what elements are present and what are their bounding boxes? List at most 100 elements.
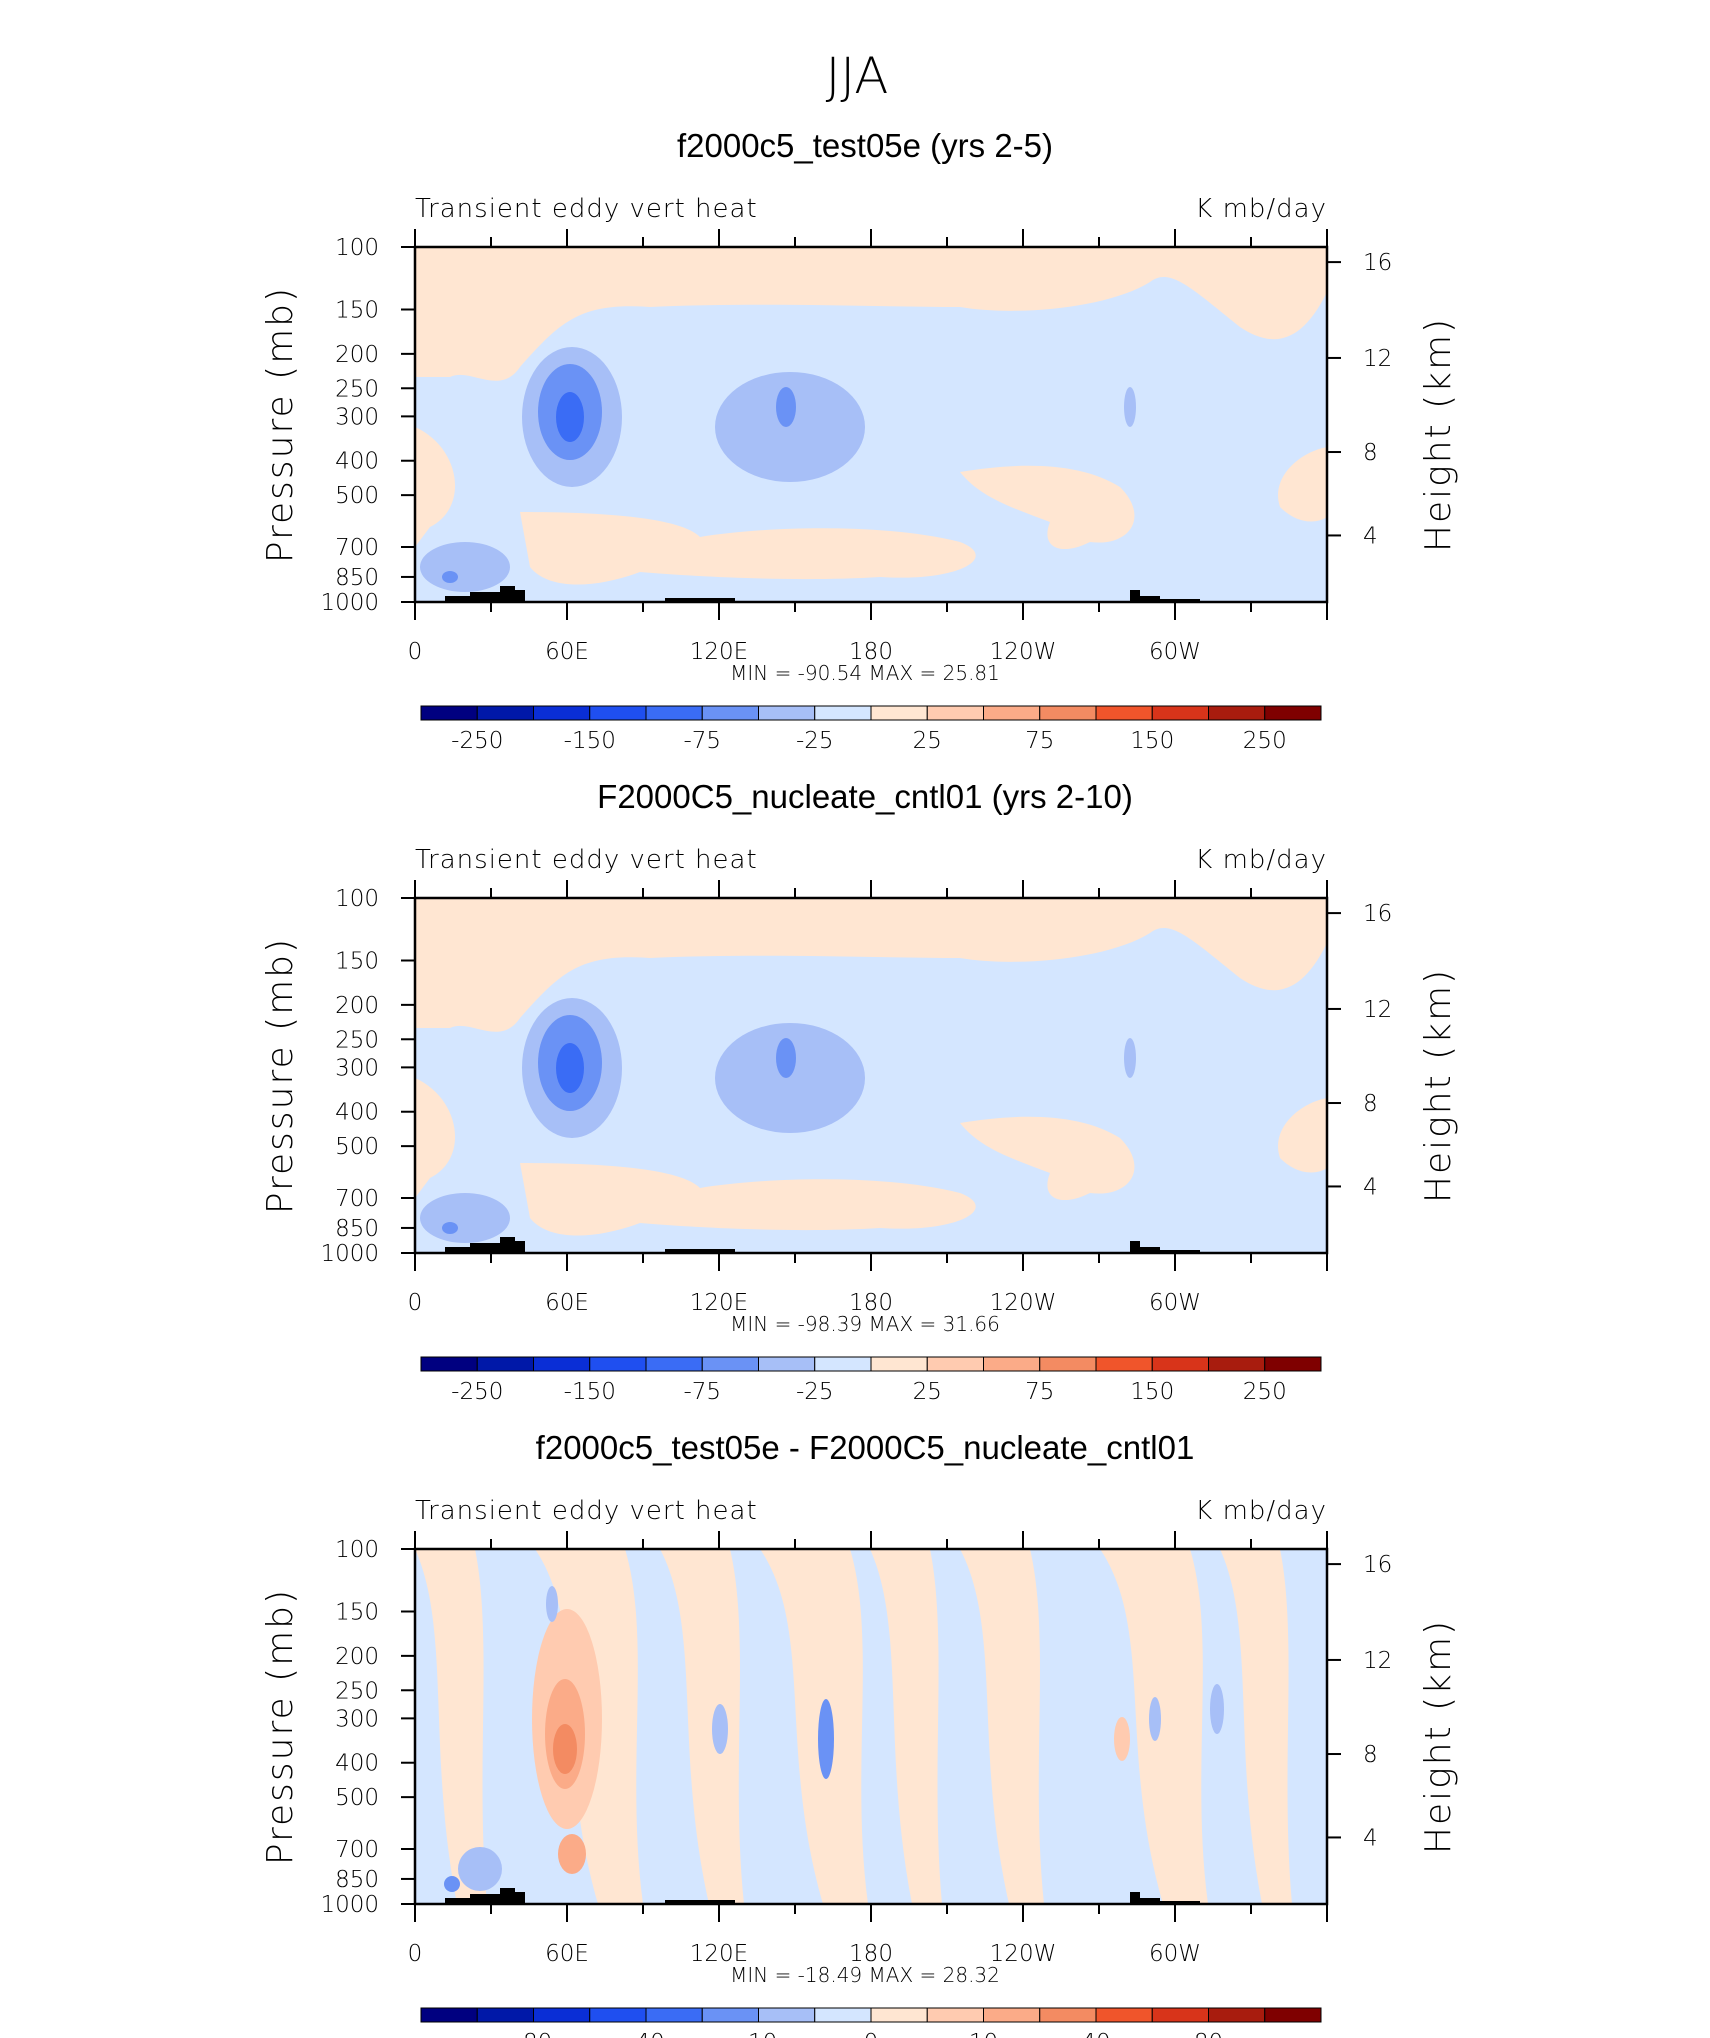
colorbar-swatch [983,2007,1041,2023]
y-tick-label: 850 [335,565,379,591]
colorbar-swatch [533,2007,591,2023]
colorbar-label: -250 [451,728,503,754]
colorbar-swatch [926,705,984,721]
negative-region [712,1704,728,1754]
colorbar-swatch [1151,1356,1209,1372]
colorbar-swatch [589,1356,647,1372]
y-tick-label: 500 [335,1785,379,1811]
y-tick-label: 1000 [320,1892,379,1918]
y-tick-label: 150 [335,298,379,324]
colorbar-label: -150 [564,728,616,754]
colorbar-swatch [870,2007,928,2023]
colorbar-swatch [1151,705,1209,721]
negative-region [546,1586,558,1622]
colorbar: -80 -40 -10 0 10 40 80 [420,2007,1322,2038]
contour-field [415,898,1327,1253]
negative-region [444,1876,460,1892]
field-label: Transient eddy vert heat [415,845,758,875]
positive-region [415,898,1327,1032]
colorbar-swatch [1208,2007,1266,2023]
x-tick-label: 60E [545,1290,589,1316]
colorbar-label: -25 [796,1379,834,1405]
figure-title: JJA [826,47,889,105]
colorbar-swatch [926,1356,984,1372]
colorbar-swatch [1264,1356,1322,1372]
y2-tick-label: 8 [1363,1091,1378,1117]
colorbar-swatch [1208,705,1266,721]
field-label: Transient eddy vert heat [415,194,758,224]
colorbar-swatch [814,1356,872,1372]
colorbar-swatch [814,2007,872,2023]
colorbar-swatch [1264,2007,1322,2023]
y-tick-label: 300 [335,1055,379,1081]
min-max-label: MIN = -90.54 MAX = 25.81 [730,661,1000,685]
colorbar-swatch [533,1356,591,1372]
positive-region [1278,447,1327,522]
chart-panel-1: f2000c5_test05e (yrs 2-5) Transient eddy … [260,127,1459,754]
negative-region [1210,1684,1224,1734]
contour-field [415,1549,1327,1904]
positive-region [1114,1717,1130,1761]
colorbar-swatch [1095,1356,1153,1372]
colorbar-label: 75 [1025,728,1054,754]
y-tick-label: 250 [335,1678,379,1704]
y2-axis-title: Height (km) [1418,317,1459,552]
y-tick-label: 850 [335,1216,379,1242]
y-tick-label: 200 [335,993,379,1019]
positive-region [1278,1098,1327,1173]
colorbar-label: 0 [864,2030,879,2038]
contour-field [415,247,1327,602]
positive-region [415,1549,487,1904]
colorbar-swatch [645,2007,703,2023]
negative-region [420,542,510,592]
x-tick-label: 0 [408,639,423,665]
colorbar-label: -40 [627,2030,665,2038]
colorbar-label: 250 [1243,728,1287,754]
colorbar-swatch [758,2007,816,2023]
topography-mask [445,586,1200,602]
y-tick-label: 300 [335,1706,379,1732]
y-tick-label: 400 [335,449,379,475]
colorbar-label: -75 [683,1379,721,1405]
y-tick-label: 500 [335,483,379,509]
y-tick-label: 700 [335,535,379,561]
colorbar-label: 80 [1194,2030,1223,2038]
colorbar-swatch [1095,705,1153,721]
y-tick-label: 700 [335,1186,379,1212]
y2-tick-label: 4 [1363,1825,1378,1851]
x-tick-label: 120E [690,639,748,665]
colorbar-swatch [814,705,872,721]
y-tick-label: 150 [335,1600,379,1626]
panel-title: f2000c5_test05e - F2000C5_nucleate_cntl0… [536,1429,1195,1466]
units-label: K mb/day [1195,845,1327,875]
x-tick-label: 60W [1149,639,1201,665]
colorbar: -250 -150 -75 -25 25 75 150 250 [420,705,1322,754]
min-max-label: MIN = -18.49 MAX = 28.32 [730,1963,1000,1987]
x-tick-label: 0 [408,1941,423,1967]
colorbar-label: 25 [913,728,942,754]
topography-mask [445,1237,1200,1253]
y-axis-title: Pressure (mb) [260,286,301,563]
colorbar-swatch [589,2007,647,2023]
y-tick-label: 100 [335,1537,379,1563]
colorbar-label: 150 [1130,728,1174,754]
colorbar-swatch [420,2007,478,2023]
x-tick-label: 120W [990,639,1057,665]
chart-panel-2: F2000C5_nucleate_cntl01 (yrs 2-10) Transi… [260,778,1459,1405]
colorbar-swatch [758,705,816,721]
y2-tick-label: 12 [1363,1648,1392,1674]
colorbar-swatch [476,2007,534,2023]
y2-tick-label: 12 [1363,346,1392,372]
y-tick-label: 700 [335,1837,379,1863]
chart-panel-3: f2000c5_test05e - F2000C5_nucleate_cntl0… [260,1429,1459,2038]
y-tick-label: 1000 [320,590,379,616]
colorbar-swatch [983,1356,1041,1372]
negative-region [556,1043,584,1093]
x-tick-label: 60E [545,1941,589,1967]
x-tick-label: 60E [545,639,589,665]
colorbar-label: 150 [1130,1379,1174,1405]
x-tick-label: 120W [990,1290,1057,1316]
negative-region [776,387,796,427]
positive-region [415,1078,456,1198]
